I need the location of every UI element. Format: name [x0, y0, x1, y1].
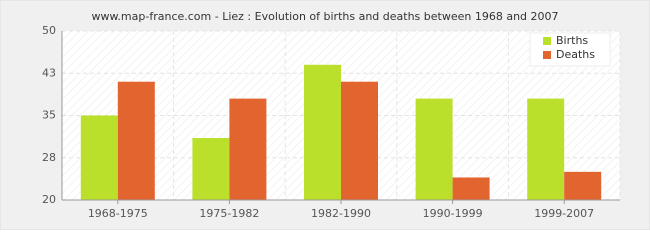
chart-title: www.map-france.com - Liez : Evolution of…	[91, 10, 558, 23]
legend-swatch	[543, 51, 551, 59]
y-tick-label: 20	[42, 193, 56, 206]
bar	[341, 81, 378, 200]
bar	[304, 64, 341, 200]
bar	[452, 177, 490, 200]
bar	[527, 98, 565, 200]
bar	[415, 98, 453, 200]
y-tick-label: 35	[42, 109, 56, 122]
bar	[229, 98, 267, 200]
x-tick-label: 1975-1982	[199, 207, 259, 220]
bar	[80, 115, 118, 200]
y-tick-label: 28	[42, 151, 56, 164]
chart: www.map-france.com - Liez : Evolution of…	[0, 0, 650, 231]
y-tick-label: 43	[42, 66, 56, 79]
bar	[117, 81, 155, 200]
bar	[192, 138, 230, 200]
x-tick-label: 1982-1990	[311, 207, 371, 220]
y-tick-label: 50	[42, 24, 56, 37]
legend-swatch	[543, 37, 551, 45]
x-tick-label: 1990-1999	[423, 207, 483, 220]
legend-label: Births	[556, 34, 588, 47]
legend-label: Deaths	[556, 48, 595, 61]
bar	[564, 171, 602, 200]
x-tick-label: 1999-2007	[534, 207, 594, 220]
x-tick-label: 1968-1975	[88, 207, 148, 220]
